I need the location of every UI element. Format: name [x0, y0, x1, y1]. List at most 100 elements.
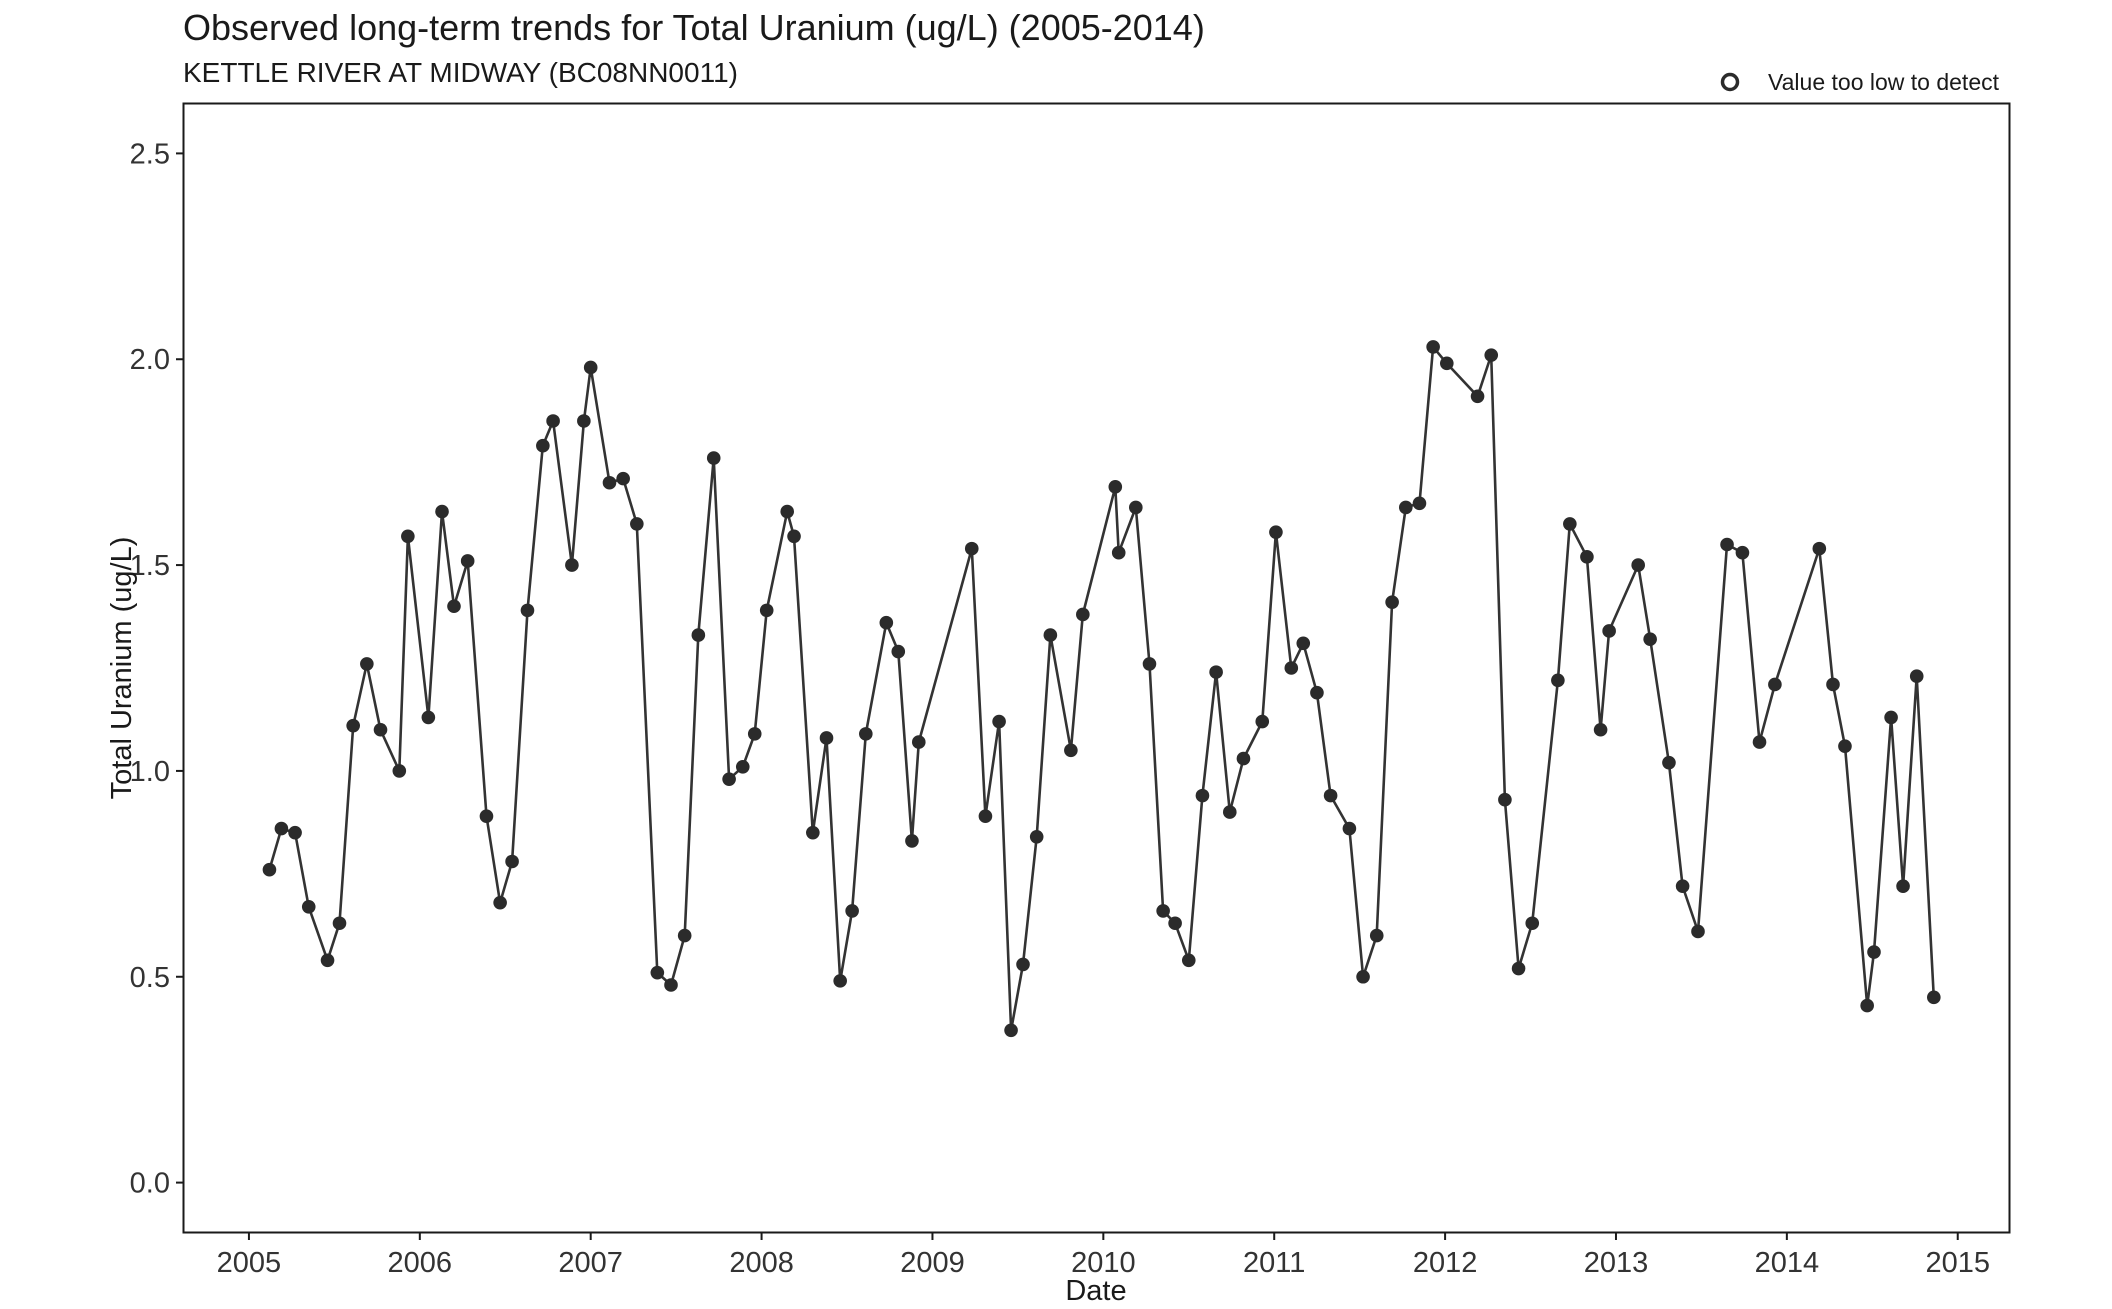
- data-point: [1484, 348, 1499, 362]
- data-point: [1356, 969, 1370, 984]
- data-point: [845, 904, 859, 918]
- data-point: [262, 862, 277, 877]
- data-point: [1076, 607, 1090, 622]
- data-point: [1342, 821, 1357, 836]
- x-tick-label: 2012: [1413, 1247, 1478, 1279]
- data-point: [320, 953, 335, 968]
- data-point: [1156, 904, 1170, 918]
- series-layer: [262, 340, 1941, 1038]
- data-point: [1511, 961, 1526, 976]
- x-tick-label: 2015: [1925, 1247, 1990, 1279]
- x-axis-title: Date: [1065, 1275, 1126, 1307]
- data-point: [1029, 829, 1044, 844]
- data-point: [401, 529, 415, 544]
- data-point: [1323, 788, 1338, 803]
- data-point: [978, 809, 993, 824]
- data-point: [1385, 595, 1399, 609]
- data-point: [911, 735, 926, 749]
- data-point: [1412, 496, 1427, 511]
- data-point: [1043, 628, 1058, 642]
- data-point: [520, 603, 535, 618]
- data-point: [664, 978, 678, 992]
- plot-panel: [182, 102, 2011, 1234]
- x-tick-label: 2005: [217, 1247, 282, 1279]
- legend: Value too low to detect: [1720, 69, 2000, 95]
- data-point: [677, 928, 692, 943]
- data-point: [1662, 755, 1676, 770]
- data-point: [1369, 928, 1384, 943]
- data-point: [1563, 517, 1577, 531]
- data-point: [274, 821, 289, 836]
- data-point: [1812, 541, 1827, 556]
- data-point: [1004, 1023, 1018, 1038]
- data-point: [1909, 669, 1924, 684]
- series-line: [268, 345, 1936, 1032]
- data-point: [301, 899, 316, 914]
- y-tick-label: 2.0: [130, 344, 170, 376]
- data-point: [1310, 685, 1324, 700]
- data-point: [1168, 916, 1182, 931]
- data-point: [1209, 665, 1223, 679]
- data-point: [1580, 550, 1594, 564]
- data-point: [722, 772, 736, 786]
- x-tick-label: 2013: [1584, 1247, 1649, 1279]
- data-point: [1867, 945, 1881, 959]
- data-point: [288, 825, 302, 840]
- data-point: [479, 809, 494, 824]
- data-point: [1440, 356, 1454, 371]
- data-point: [650, 965, 665, 980]
- y-tick-label: 2.5: [130, 138, 170, 170]
- data-point: [630, 517, 644, 531]
- data-point: [1838, 739, 1852, 754]
- data-point: [1498, 792, 1512, 807]
- data-point: [1896, 879, 1910, 893]
- data-point: [1884, 710, 1898, 725]
- data-point: [565, 558, 579, 572]
- data-point: [536, 438, 550, 453]
- data-point: [392, 764, 407, 778]
- data-point: [1111, 545, 1126, 560]
- data-point: [1720, 537, 1734, 552]
- data-point: [1602, 624, 1616, 638]
- x-tick-label: 2014: [1755, 1247, 1820, 1279]
- data-point: [1631, 558, 1645, 572]
- data-point: [735, 760, 750, 774]
- data-point: [859, 727, 873, 741]
- data-point: [1222, 805, 1237, 819]
- data-point: [373, 722, 388, 737]
- x-tick-label: 2008: [729, 1247, 794, 1279]
- data-point: [819, 731, 834, 745]
- data-point: [1296, 636, 1311, 651]
- data-point: [1129, 500, 1143, 515]
- data-point: [1525, 916, 1540, 931]
- data-point: [447, 599, 461, 614]
- x-tick-label: 2011: [1243, 1247, 1305, 1279]
- data-point: [435, 504, 449, 519]
- data-point: [1470, 389, 1485, 404]
- data-point: [706, 451, 721, 465]
- x-tick-label: 2009: [900, 1247, 965, 1279]
- data-point: [891, 644, 906, 659]
- data-point: [1269, 525, 1283, 539]
- data-point: [1284, 661, 1299, 675]
- y-tick-label: 0.0: [130, 1168, 170, 1200]
- data-point: [1675, 879, 1690, 893]
- data-point: [1593, 722, 1608, 737]
- data-point: [1551, 673, 1565, 688]
- data-point: [546, 414, 560, 428]
- legend-label: Value too low to detect: [1768, 69, 2000, 95]
- x-tick-label: 2010: [1071, 1247, 1136, 1279]
- data-point: [1398, 500, 1413, 515]
- y-tick-label: 1.5: [130, 550, 170, 582]
- chart-subtitle: KETTLE RIVER AT MIDWAY (BC08NN0011): [183, 57, 738, 88]
- data-point: [1426, 340, 1440, 354]
- data-point: [360, 657, 374, 671]
- chart-title: Observed long-term trends for Total Uran…: [183, 7, 1205, 48]
- data-point: [583, 360, 598, 375]
- data-point: [1768, 677, 1782, 692]
- data-point: [1691, 924, 1705, 939]
- y-axis: 0.0 0.5 1.0 1.5 2.0 2.5: [130, 138, 184, 1200]
- data-point: [421, 710, 436, 725]
- data-point: [691, 628, 706, 642]
